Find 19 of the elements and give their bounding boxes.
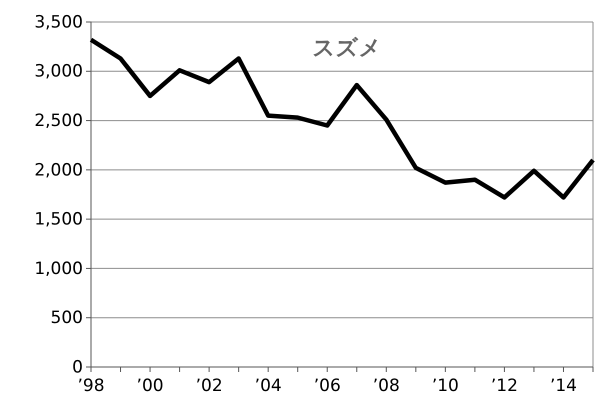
y-tick-label: 3,000 — [34, 62, 83, 82]
y-tick-label: 1,500 — [34, 210, 83, 230]
x-tick-label: ’08 — [372, 376, 400, 396]
x-tick-label: ’98 — [77, 376, 105, 396]
x-tick-label: ’00 — [136, 376, 164, 396]
y-tick-label: 2,500 — [34, 111, 83, 132]
y-tick-label: 2,000 — [34, 160, 83, 180]
x-tick-label: ’06 — [314, 376, 341, 396]
text: スズメ — [312, 36, 382, 61]
y-tick-label: 3,500 — [34, 12, 83, 32]
y-tick-label: 0 — [72, 357, 83, 378]
x-tick-label: ’02 — [196, 376, 223, 396]
line-series — [88, 37, 596, 200]
x-tick-label: ’04 — [254, 376, 282, 396]
y-tick-label: 500 — [50, 308, 83, 328]
x-tick-label: ’10 — [432, 376, 459, 396]
x-tick-label: ’12 — [490, 376, 518, 396]
y-tick-label: 1,000 — [34, 258, 83, 279]
x-tick-label: ’14 — [550, 376, 577, 396]
